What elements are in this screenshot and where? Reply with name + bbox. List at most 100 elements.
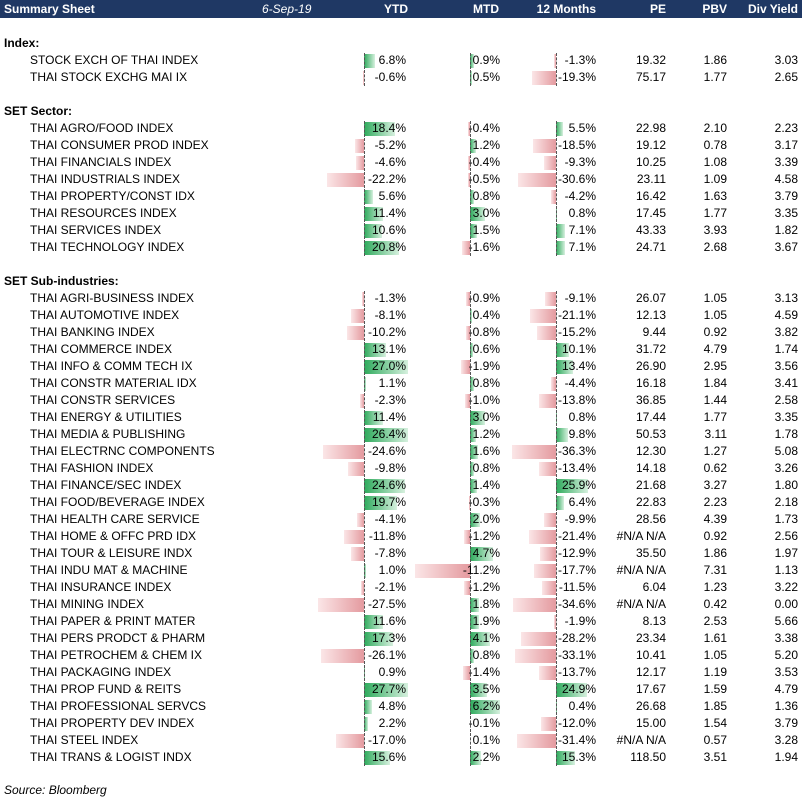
index-name: THAI ENERGY & UTILITIES <box>30 410 182 424</box>
m12-axis-line <box>556 648 557 664</box>
m12-cell: 0.8% <box>512 205 598 222</box>
m12-value: -11.5% <box>558 580 596 594</box>
m12-value: 0.8% <box>568 206 596 220</box>
m12-cell: 24.9% <box>512 681 598 698</box>
m12-axis-line <box>556 495 557 511</box>
mtd-cell: 0.8% <box>412 375 502 392</box>
pbv-value: 1.05 <box>703 308 727 322</box>
ytd-databar <box>356 156 364 170</box>
mtd-axis-line <box>470 393 471 409</box>
m12-databar <box>556 496 564 510</box>
mtd-databar <box>470 462 474 476</box>
dy-value: 1.78 <box>774 427 798 441</box>
ytd-cell: 1.1% <box>318 375 408 392</box>
mtd-databar <box>470 700 501 714</box>
m12-value: -1.9% <box>564 614 596 628</box>
mtd-value: 1.5% <box>472 223 500 237</box>
m12-value: -13.7% <box>557 665 596 679</box>
m12-axis-line <box>556 359 557 375</box>
index-name: THAI PETROCHEM & CHEM IX <box>30 648 203 662</box>
m12-cell: -13.4% <box>512 460 598 477</box>
pe-value: 6.04 <box>642 580 666 594</box>
table-row: THAI STOCK EXCHG MAI IX -0.6% 0.5% -19.3% 75… <box>0 69 802 86</box>
mtd-cell: -0.9% <box>412 290 502 307</box>
mtd-databar <box>470 513 480 527</box>
ytd-value: 5.6% <box>378 189 406 203</box>
m12-cell: -28.2% <box>512 630 598 647</box>
pe-value: 12.30 <box>635 444 666 458</box>
ytd-cell: -7.8% <box>318 545 408 562</box>
ytd-value: -1.3% <box>374 291 406 305</box>
dy-value: 3.67 <box>774 240 798 254</box>
index-name: THAI HEALTH CARE SERVICE <box>30 512 200 526</box>
ytd-value: -9.8% <box>374 461 406 475</box>
mtd-value: 0.8% <box>472 376 500 390</box>
mtd-axis-line <box>470 563 471 579</box>
mtd-cell: 3.0% <box>412 205 502 222</box>
pe-value: 9.44 <box>642 325 666 339</box>
index-name: THAI AGRO/FOOD INDEX <box>30 121 174 135</box>
pe-value: #N/A N/A <box>616 563 666 577</box>
mtd-axis-line <box>470 70 471 86</box>
ytd-value: -26.1% <box>367 648 406 662</box>
spacer-row <box>0 18 802 35</box>
ytd-databar <box>363 71 364 85</box>
table-row: THAI FOOD/BEVERAGE INDEX 19.7% -0.3% 6.4% 22… <box>0 494 802 511</box>
ytd-databar <box>323 445 364 459</box>
pbv-value: 1.05 <box>703 648 727 662</box>
mtd-cell: 2.0% <box>412 511 502 528</box>
ytd-databar <box>344 530 364 544</box>
ytd-cell: 2.2% <box>318 715 408 732</box>
ytd-value: -27.5% <box>367 597 406 611</box>
dy-value: 1.94 <box>774 750 798 764</box>
pe-value: 23.11 <box>636 172 666 186</box>
ytd-value: -0.6% <box>374 70 406 84</box>
section-header: Index: <box>0 35 802 52</box>
pbv-value: 1.23 <box>703 580 727 594</box>
dy-value: 2.56 <box>774 529 798 543</box>
mtd-databar <box>470 479 477 493</box>
ytd-value: -10.2% <box>367 325 406 339</box>
m12-cell: 25.9% <box>512 477 598 494</box>
ytd-axis-line <box>364 325 365 341</box>
mtd-value: -1.9% <box>468 359 500 373</box>
m12-axis-line <box>556 750 557 766</box>
m12-cell: -31.4% <box>512 732 598 749</box>
ytd-axis-line <box>364 393 365 409</box>
pbv-value: 3.27 <box>703 478 727 492</box>
mtd-value: 1.4% <box>472 478 500 492</box>
mtd-databar <box>470 71 473 85</box>
mtd-axis-line <box>470 478 471 494</box>
m12-databar <box>556 241 565 255</box>
mtd-databar <box>470 224 478 238</box>
pe-value: 15.00 <box>635 716 666 730</box>
index-name: THAI COMMERCE INDEX <box>30 342 173 356</box>
index-name: THAI ELECTRNC COMPONENTS <box>30 444 215 458</box>
pbv-value: 3.51 <box>703 750 727 764</box>
table-row: THAI PROP FUND & REITS 27.7% 3.5% 24.9% 17.6… <box>0 681 802 698</box>
m12-axis-line <box>556 580 557 596</box>
ytd-databar <box>364 224 382 238</box>
ytd-databar <box>320 649 364 663</box>
index-name: THAI CONSUMER PROD INDEX <box>30 138 209 152</box>
ytd-value: 4.8% <box>378 699 406 713</box>
ytd-axis-line <box>364 614 365 630</box>
index-name: THAI PACKAGING INDEX <box>30 665 172 679</box>
pbv-value: 1.44 <box>703 393 727 407</box>
index-name: THAI FASHION INDEX <box>30 461 154 475</box>
col-header-div-yield: Div Yield <box>747 2 798 16</box>
mtd-axis-line <box>470 580 471 596</box>
mtd-cell: 0.4% <box>412 307 502 324</box>
mtd-cell: 1.9% <box>412 613 502 630</box>
pbv-value: 2.10 <box>703 121 727 135</box>
m12-axis-line <box>556 614 557 630</box>
m12-axis-line <box>556 308 557 324</box>
m12-axis-line <box>556 138 557 154</box>
m12-axis-line <box>556 70 557 86</box>
pe-value: 26.90 <box>635 359 666 373</box>
index-name: THAI FINANCE/SEC INDEX <box>30 478 182 492</box>
table-row: STOCK EXCH OF THAI INDEX 6.8% 0.9% -1.3% 19.… <box>0 52 802 69</box>
mtd-databar <box>468 122 470 136</box>
ytd-axis-line <box>364 665 365 681</box>
section-header: SET Sector: <box>0 103 802 120</box>
